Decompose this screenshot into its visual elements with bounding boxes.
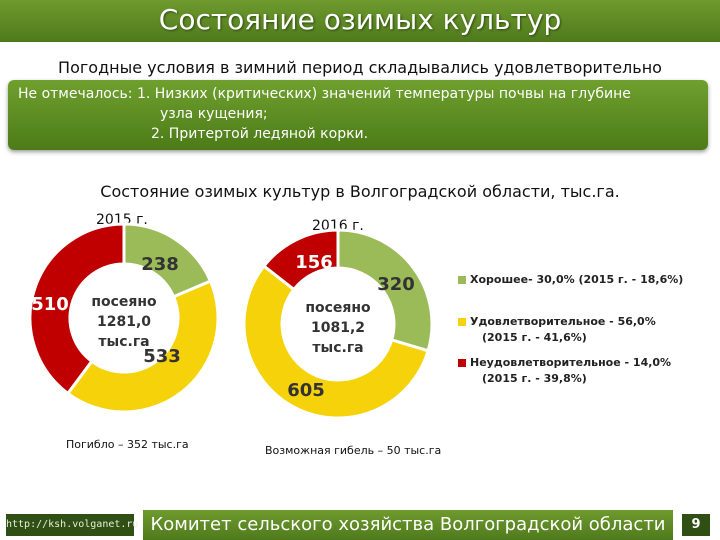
legend-good-line1: Хорошее- 30,0% (2015 г. - 18,6%) [470, 273, 684, 286]
weather-summary: Погодные условия в зимний период складыв… [58, 58, 662, 77]
slice-label-1-good: 320 [377, 274, 415, 295]
slice-label-1-unsatisfactory: 156 [295, 252, 333, 273]
legend-satisfactory-line1: Удовлетворительное - 56,0% [470, 315, 656, 328]
center-text-1-0: посеяно [305, 300, 371, 316]
slice-1-satisfactory [242, 263, 430, 420]
website-link[interactable]: http://ksh.volganet.ru [6, 514, 138, 536]
slice-label-0-good: 238 [141, 254, 179, 275]
slice-label-1-satisfactory: 605 [287, 380, 325, 401]
slice-1-good [336, 228, 434, 353]
center-text-1-2: тыс.га [312, 340, 363, 356]
chart-title: Состояние озимых культур в Волгоградской… [100, 182, 620, 201]
slice-1-unsatisfactory [261, 228, 340, 292]
center-text-0-1: 1281,0 [97, 314, 151, 330]
legend-item-satisfactory: Удовлетворительное - 56,0% (2015 г. - 41… [458, 314, 656, 346]
legend-item-good: Хорошее- 30,0% (2015 г. - 18,6%) [458, 272, 684, 288]
loss-note-2016: Возможная гибель – 50 тыс.га [265, 444, 442, 457]
legend-unsatisfactory-line1: Неудовлетворительное - 14,0% [470, 356, 672, 369]
slice-label-0-satisfactory: 533 [143, 346, 181, 367]
legend-swatch-unsatisfactory [458, 359, 466, 367]
weather-note-box: Не отмечалось: 1. Низких (критических) з… [8, 80, 708, 150]
slice-0-unsatisfactory [28, 222, 126, 396]
note-line-1: Не отмечалось: 1. Низких (критических) з… [18, 86, 631, 102]
note-line-3: 2. Притертой ледяной корки. [151, 126, 369, 142]
note-line-2: узла кущения; [160, 106, 268, 122]
center-text-1-1: 1081,2 [311, 320, 365, 336]
page-number: 9 [682, 514, 710, 536]
center-text-0-2: тыс.га [98, 334, 149, 350]
center-text-0-0: посеяно [91, 294, 157, 310]
slice-label-0-unsatisfactory: 510 [31, 294, 69, 315]
legend-swatch-good [458, 276, 466, 284]
legend-item-unsatisfactory: Неудовлетворительное - 14,0% (2015 г. - … [458, 355, 672, 387]
page-title: Состояние озимых культур [158, 3, 562, 36]
slice-0-satisfactory [65, 279, 220, 414]
legend-swatch-satisfactory [458, 318, 466, 326]
legend-satisfactory-line2: (2015 г. - 41,6%) [482, 331, 587, 344]
footer-org-name: Комитет сельского хозяйства Волгоградско… [143, 510, 673, 540]
loss-note-2015: Погибло – 352 тыс.га [66, 438, 189, 451]
title-bar: Состояние озимых культур [0, 0, 720, 42]
legend-unsatisfactory-line2: (2015 г. - 39,8%) [482, 372, 587, 385]
